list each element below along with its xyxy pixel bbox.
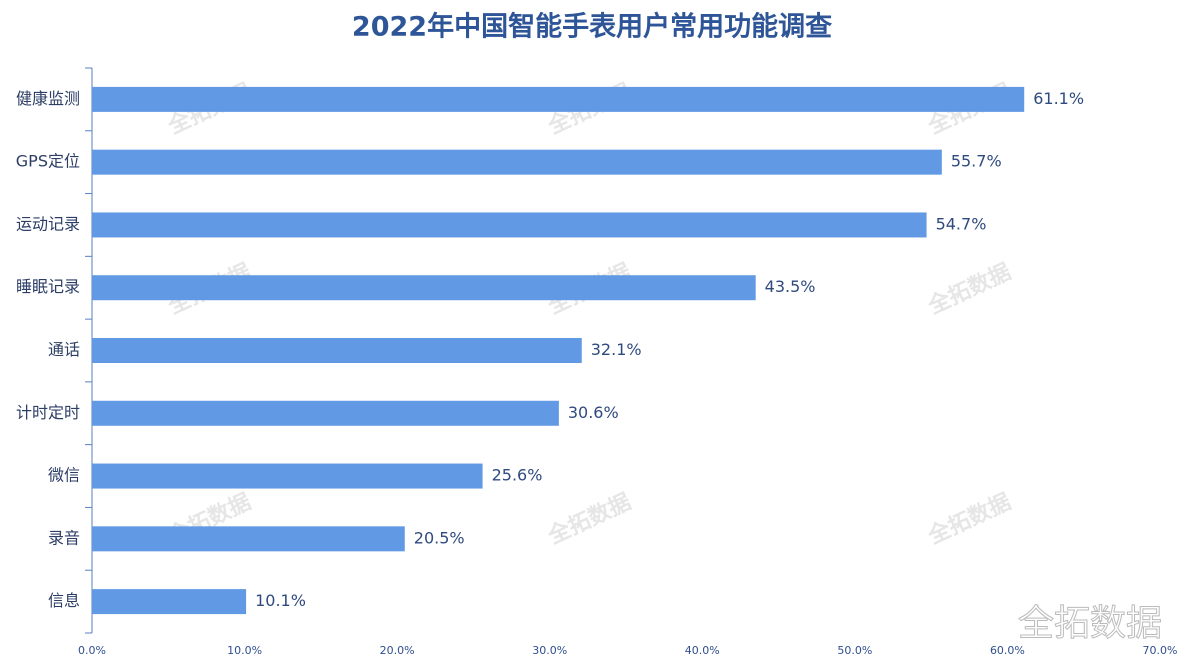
- bar: [92, 526, 405, 552]
- value-label: 54.7%: [936, 214, 987, 233]
- value-label: 10.1%: [255, 591, 306, 610]
- watermark: 全拓数据: [923, 259, 1015, 320]
- y-tick-label: 录音: [48, 528, 80, 547]
- x-tick-label: 40.0%: [685, 644, 720, 657]
- x-tick-label: 10.0%: [227, 644, 262, 657]
- watermark: 全拓数据: [543, 489, 635, 550]
- bar: [92, 86, 1025, 112]
- chart-title: 2022年中国智能手表用户常用功能调查: [352, 11, 832, 43]
- bar: [92, 212, 927, 238]
- x-tick-label: 0.0%: [78, 644, 106, 657]
- x-tick-label: 30.0%: [532, 644, 567, 657]
- value-label: 30.6%: [568, 403, 619, 422]
- y-tick-label: 计时定时: [16, 403, 80, 422]
- y-tick-label: GPS定位: [16, 152, 80, 171]
- value-label: 25.6%: [492, 466, 543, 485]
- watermark-logo: 全拓数据: [1018, 603, 1162, 644]
- bar: [92, 338, 582, 363]
- y-tick-label: 通话: [48, 340, 80, 359]
- y-tick-label: 信息: [48, 591, 80, 610]
- bar: [92, 589, 247, 615]
- x-tick-label: 50.0%: [837, 644, 872, 657]
- y-tick-label: 微信: [48, 466, 80, 485]
- bar: [92, 463, 483, 489]
- watermark: 全拓数据: [923, 489, 1015, 550]
- bar: [92, 400, 559, 426]
- bar: [92, 149, 942, 175]
- x-tick-label: 20.0%: [380, 644, 415, 657]
- bar: [92, 275, 756, 301]
- value-label: 61.1%: [1033, 89, 1084, 108]
- value-label: 55.7%: [951, 152, 1002, 171]
- y-tick-label: 运动记录: [16, 214, 80, 233]
- y-tick-label: 健康监测: [16, 89, 80, 108]
- value-label: 32.1%: [591, 340, 642, 359]
- x-tick-label: 60.0%: [990, 644, 1025, 657]
- y-tick-label: 睡眠记录: [16, 277, 80, 296]
- value-label: 43.5%: [765, 277, 816, 296]
- value-label: 20.5%: [414, 528, 465, 547]
- x-tick-label: 70.0%: [1143, 644, 1178, 657]
